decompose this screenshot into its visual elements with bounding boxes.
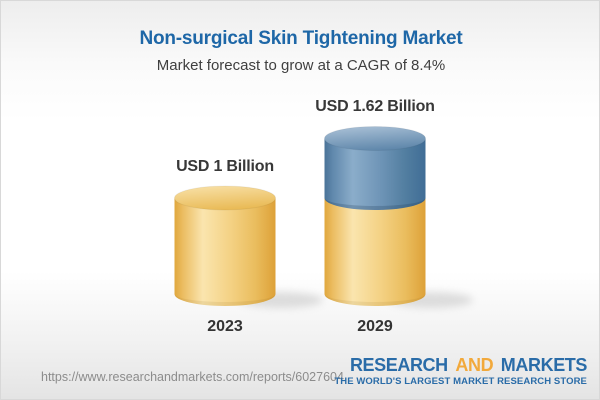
- chart-bars: [174, 125, 473, 308]
- page-subtitle: Market forecast to grow at a CAGR of 8.4…: [156, 57, 446, 74]
- report-url[interactable]: https://www.researchandmarkets.com/repor…: [41, 370, 344, 384]
- logo-word-and: AND: [455, 355, 494, 375]
- page-title: Non-surgical Skin Tightening Market: [139, 28, 463, 49]
- logo-tagline: THE WORLD'S LARGEST MARKET RESEARCH STOR…: [334, 376, 587, 387]
- logo-word-research: RESEARCH: [349, 355, 448, 375]
- value-label-1: USD 1.62 Billion: [315, 98, 435, 116]
- value-label-0: USD 1 Billion: [176, 158, 274, 175]
- logo-word-markets: MARKETS: [500, 355, 588, 375]
- year-label-1: 2029: [357, 318, 393, 335]
- year-label-0: 2023: [207, 318, 243, 335]
- research-and-markets-logo[interactable]: RESEARCH AND MARKETS THE WORLD'S LARGEST…: [334, 356, 587, 387]
- logo-wordmark: RESEARCH AND MARKETS: [334, 356, 587, 374]
